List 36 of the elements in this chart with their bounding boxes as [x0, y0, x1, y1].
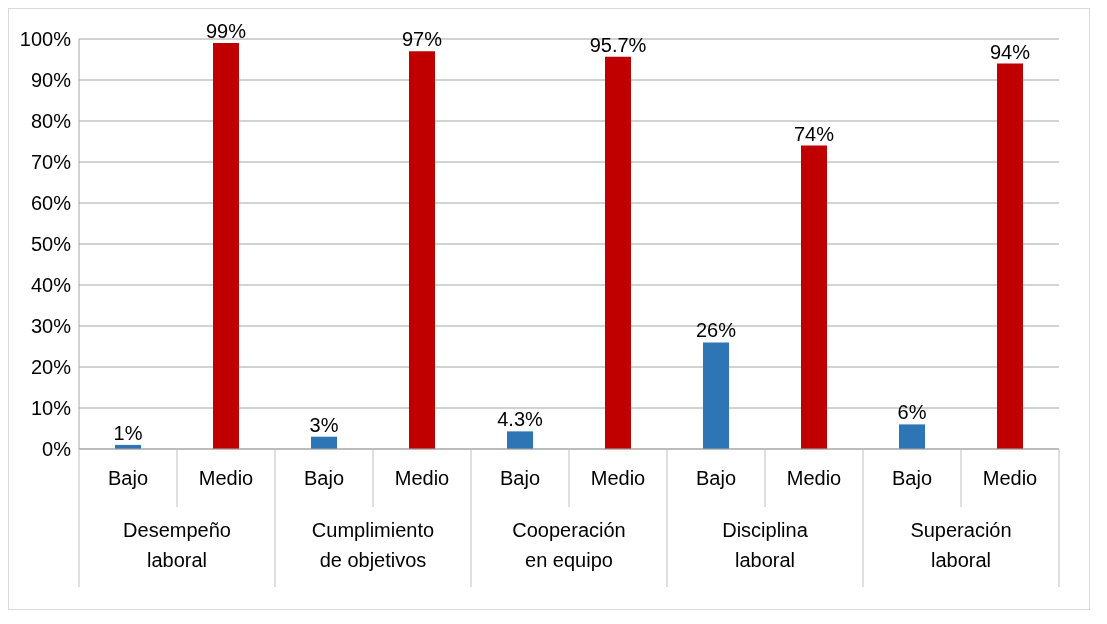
text: Bajo [107, 467, 149, 489]
y-tick-label: 30% [30, 315, 72, 338]
y-tick-label: 40% [30, 274, 72, 297]
series-label: Medio [198, 467, 254, 489]
data-label: 94% [989, 40, 1031, 63]
y-tick-label: 80% [30, 110, 72, 133]
y-tick-label: 100% [19, 28, 72, 51]
text: Medio [982, 467, 1038, 489]
x-tick-label: Superación laboral [910, 519, 1012, 571]
y-tick-label: 20% [30, 356, 72, 379]
x-tick-label: Cooperación en equipo [512, 519, 626, 571]
data-label: 6% [897, 401, 927, 424]
text: Bajo [695, 467, 737, 489]
x-tick-label: Disciplina laboral [722, 519, 809, 571]
y-tick-label: 0% [42, 438, 72, 461]
data-label: 74% [793, 122, 835, 145]
data-label: 95.7% [589, 33, 647, 56]
y-tick-label: 90% [30, 69, 72, 92]
text: Medio [394, 467, 450, 489]
y-tick-label: 10% [30, 397, 72, 420]
y-tick-label: 60% [30, 192, 72, 215]
series-label: Bajo [303, 467, 345, 489]
data-label: 26% [695, 319, 737, 342]
text: Medio [786, 467, 842, 489]
data-label: 99% [205, 20, 247, 43]
data-label: 4.3% [497, 408, 544, 431]
data-label: 3% [309, 413, 339, 436]
text: Bajo [499, 467, 541, 489]
data-label: 97% [401, 28, 443, 51]
text: Bajo [891, 467, 933, 489]
y-tick-label: 50% [30, 233, 72, 256]
x-tick-label: Cumplimiento de objetivos [311, 519, 435, 571]
data-label: 1% [113, 421, 143, 444]
y-tick-label: 70% [30, 151, 72, 174]
text: Medio [590, 467, 646, 489]
x-tick-label: Desempeño laboral [123, 519, 231, 571]
